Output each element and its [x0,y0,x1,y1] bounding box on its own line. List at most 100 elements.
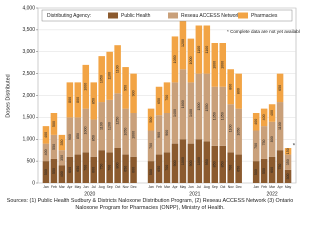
value-label: 1250 [116,117,120,125]
bar-segment [130,113,137,157]
value-label: 600 [92,167,96,173]
bar-segment [252,113,260,131]
value-label: 1350 [213,112,217,120]
bar-segment [42,143,50,162]
bar-segment [171,143,179,183]
value-label: 350 [286,159,290,165]
value-label: 650 [76,166,80,172]
value-label: 700 [254,143,258,149]
bar-segment [82,108,90,153]
value-label: 800 [68,97,72,103]
x-tick-label: Jan [43,185,49,189]
value-label: 1100 [100,122,104,130]
bar-segment [122,67,129,109]
bar-segment [50,158,58,183]
bar-segment [66,117,74,157]
bar-segment [130,73,137,113]
x-tick-label: Oct [220,185,225,189]
bar-segment [66,82,74,118]
chart-container: Doses Distributed 0 500 1,000 1,500 2,000 2,5… [5,5,300,211]
bar-segment [106,152,113,183]
bar-segment [42,126,50,144]
y-tick-label: 3,500 [22,27,35,33]
value-label: 400 [60,171,64,177]
y-tick-label: 500 [27,158,36,164]
bar-segment [219,43,227,87]
x-tick-label: Feb [51,185,57,189]
bar-segment [58,165,66,183]
x-tick-label: Apr [277,185,283,189]
x-tick-label: Dec [131,185,137,189]
value-label: 650 [278,85,282,91]
bar-segment [58,134,66,151]
bar-segment [74,154,82,183]
x-tick-label: Mar [59,185,66,189]
bar-segment [203,141,211,183]
bar-segment [122,108,129,155]
bar-segment [82,64,90,109]
value-label: 800 [116,163,120,169]
value-label: 950 [124,85,128,91]
legend-label: Public Health [121,13,151,19]
legend-swatch [108,12,118,19]
bar-segment [163,82,171,113]
bar-segment [171,36,179,83]
bar-segment [147,130,155,162]
bar-segment [163,113,171,153]
x-tick-label: Jul [197,185,202,189]
value-label: 600 [68,167,72,173]
bar-segment [219,145,227,183]
y-tick-label: 3,000 [22,49,35,55]
value-label: 400 [270,110,274,116]
value-label: 700 [165,95,169,101]
value-label: 1050 [124,128,128,136]
value-label: 1100 [197,46,201,54]
page: Doses Distributed 0 500 1,000 1,500 2,000 2,5… [5,5,300,211]
value-label: 1000 [132,131,136,139]
bar-segment [219,86,227,146]
value-label: 400 [254,119,258,125]
value-label: 850 [92,135,96,141]
value-label: 1100 [229,124,233,132]
bar-segment [58,150,66,166]
bar-segment [179,16,187,70]
value-label: 900 [157,132,161,138]
bar-segment [122,154,129,183]
value-label: 800 [237,88,241,94]
bar-segment [114,45,121,94]
bar-segment [155,115,163,155]
x-tick-label: May [285,185,292,189]
value-label: 650 [124,166,128,172]
value-label: 500 [149,169,153,175]
value-label: 650 [157,166,161,172]
value-label: 1400 [189,109,193,117]
value-label: 1050 [237,128,241,136]
year-label: 2022 [267,191,278,197]
value-label: 900 [132,90,136,96]
value-label: 1100 [108,72,112,80]
value-label: 1000 [221,61,225,69]
x-tick-label: Aug [99,185,105,189]
value-label: 550 [262,168,266,174]
x-tick-label: Mar [269,185,276,189]
value-label: 700 [108,165,112,171]
value-label: 850 [221,161,225,167]
bar-segment [195,25,203,74]
value-label: 1350 [221,112,225,120]
value-label: 500 [254,169,258,175]
value-label: 800 [229,84,233,90]
value-label: 1100 [205,46,209,54]
bar-segment [155,154,163,183]
bar-segment [227,69,234,105]
note-marker: * [293,144,296,150]
value-label: 400 [44,149,48,155]
value-label: 800 [270,136,274,142]
bar-segment [187,38,195,83]
value-label: 950 [205,159,209,165]
value-label: 550 [52,168,56,174]
x-tick-label: Jan [253,185,259,189]
value-label: 1500 [197,102,201,110]
bar-segment [155,86,163,116]
value-label: 350 [60,155,64,161]
value-label: 800 [76,97,80,103]
